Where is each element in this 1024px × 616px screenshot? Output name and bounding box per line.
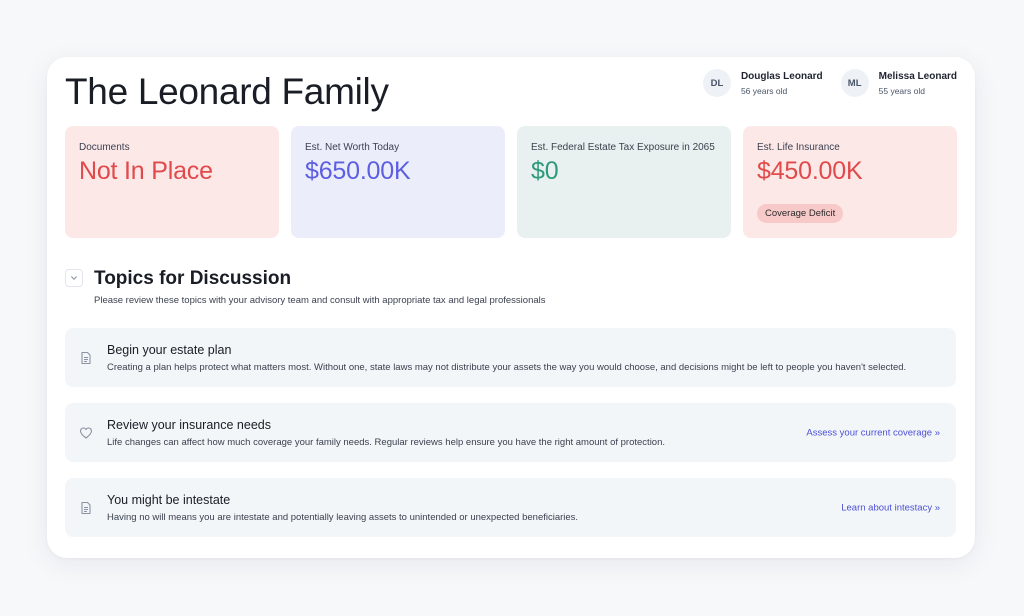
topic-item-insurance: Review your insurance needs Life changes… bbox=[65, 403, 956, 462]
member-melissa[interactable]: ML Melissa Leonard 55 years old bbox=[840, 69, 957, 97]
member-name: Douglas Leonard bbox=[740, 70, 823, 82]
stat-life-insurance: Est. Life Insurance $450.00K Coverage De… bbox=[743, 126, 957, 238]
topic-item-intestate: You might be intestate Having no will me… bbox=[65, 478, 956, 537]
stat-net-worth: Est. Net Worth Today $650.00K bbox=[291, 126, 505, 238]
stat-value: $450.00K bbox=[757, 157, 863, 185]
assess-coverage-link[interactable]: Assess your current coverage » bbox=[806, 427, 940, 438]
member-douglas[interactable]: DL Douglas Leonard 56 years old bbox=[702, 69, 823, 97]
document-icon bbox=[81, 501, 91, 514]
topic-description: Having no will means you are intestate a… bbox=[107, 512, 579, 523]
member-age: 56 years old bbox=[740, 85, 788, 96]
stat-value: $0 bbox=[531, 157, 559, 185]
topic-title: Review your insurance needs bbox=[107, 418, 271, 432]
stat-label: Est. Federal Estate Tax Exposure in 2065 bbox=[531, 142, 715, 153]
member-age: 55 years old bbox=[878, 85, 925, 96]
page-title: The Leonard Family bbox=[65, 71, 389, 112]
chevron-down-icon bbox=[71, 276, 77, 280]
avatar: ML bbox=[840, 69, 869, 97]
stat-cards: Documents Not In Place Est. Net Worth To… bbox=[65, 126, 957, 238]
stat-value: Not In Place bbox=[79, 157, 213, 185]
topic-title: You might be intestate bbox=[107, 493, 231, 507]
member-name: Melissa Leonard bbox=[878, 70, 957, 82]
topic-title: Begin your estate plan bbox=[107, 343, 232, 357]
learn-intestacy-link[interactable]: Learn about intestacy » bbox=[841, 502, 940, 513]
coverage-deficit-badge: Coverage Deficit bbox=[757, 204, 844, 223]
topics-subtitle: Please review these topics with your adv… bbox=[94, 295, 546, 306]
family-members: DL Douglas Leonard 56 years old ML Melis… bbox=[702, 69, 957, 97]
stat-label: Est. Life Insurance bbox=[757, 142, 840, 153]
stat-estate-tax: Est. Federal Estate Tax Exposure in 2065… bbox=[517, 126, 731, 238]
stat-documents: Documents Not In Place bbox=[65, 126, 279, 238]
topic-description: Creating a plan helps protect what matte… bbox=[107, 362, 907, 373]
stat-label: Documents bbox=[79, 142, 130, 153]
avatar: DL bbox=[702, 69, 731, 97]
document-icon bbox=[81, 351, 91, 364]
topics-title: Topics for Discussion bbox=[94, 268, 292, 289]
collapse-toggle-button[interactable] bbox=[65, 269, 83, 287]
topic-description: Life changes can affect how much coverag… bbox=[107, 437, 666, 448]
stat-value: $650.00K bbox=[305, 157, 411, 185]
stat-label: Est. Net Worth Today bbox=[305, 142, 400, 153]
topic-item-estate-plan: Begin your estate plan Creating a plan h… bbox=[65, 328, 956, 387]
heart-icon bbox=[79, 426, 93, 439]
family-overview-card: The Leonard Family DL Douglas Leonard 56… bbox=[47, 57, 975, 558]
